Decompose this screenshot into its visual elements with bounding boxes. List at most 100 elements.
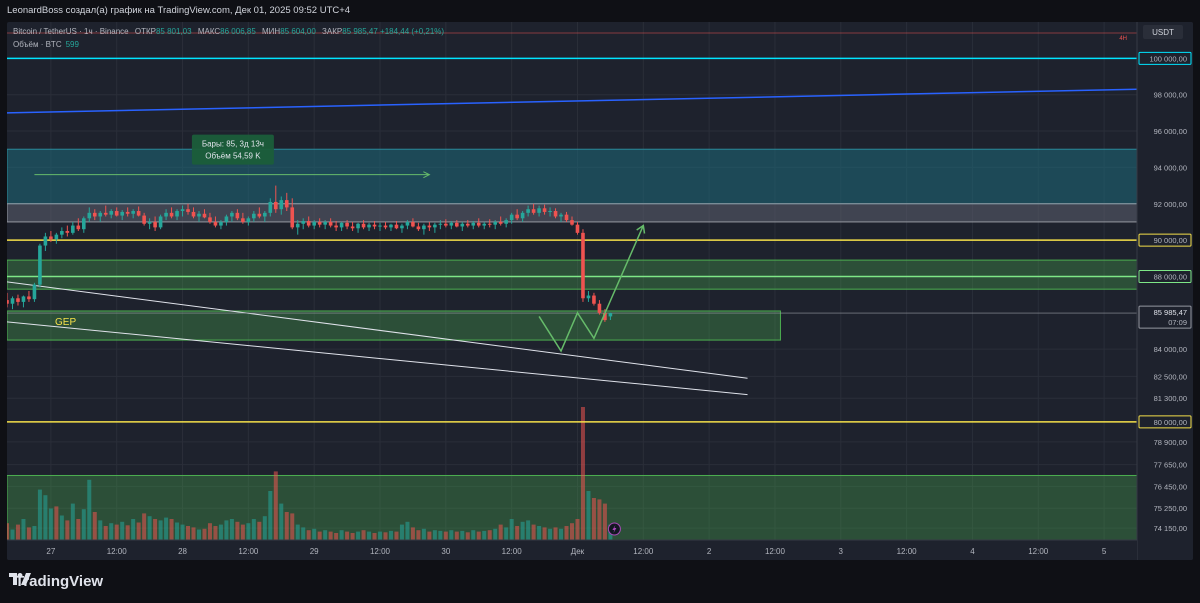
- price-tag-bg: [1138, 51, 1192, 65]
- currency-badge[interactable]: USDT: [1143, 25, 1183, 39]
- time-tick-label: 12:00: [765, 547, 786, 556]
- candle-body: [186, 209, 190, 212]
- candle-body: [175, 211, 179, 217]
- candle-body: [71, 225, 75, 233]
- price-tick-label: 76 450,00: [1154, 482, 1187, 491]
- volume-bar: [432, 530, 437, 540]
- brand-name: TradingView: [15, 573, 104, 590]
- price-chart[interactable]: GEP Бары: 85, 3д 13ч Объём 54,59 K 4H 100 00…: [7, 22, 1193, 560]
- volume-bar: [120, 521, 125, 540]
- price-axis[interactable]: [1137, 22, 1193, 560]
- candle-body: [476, 222, 481, 226]
- volume-bar: [10, 529, 15, 540]
- time-axis[interactable]: [7, 540, 1137, 560]
- candle-body: [114, 211, 119, 216]
- measure-arrowhead: [423, 171, 431, 179]
- trendline-white[interactable]: [7, 321, 748, 396]
- candle-body: [301, 221, 306, 224]
- candle-body: [581, 232, 585, 299]
- volume-bar: [350, 533, 355, 540]
- volume-bar: [26, 527, 31, 540]
- symbol-name[interactable]: Bitcoin / TetherUS · 1ч · Binance: [13, 27, 129, 36]
- volume-bar: [367, 531, 372, 540]
- volume-bar: [361, 530, 366, 540]
- volume-bar: [460, 530, 465, 540]
- volume-bar: [21, 519, 26, 540]
- candle-body: [290, 207, 295, 228]
- candle-body: [273, 201, 278, 210]
- current-price-value: 85 985,47: [1154, 308, 1187, 317]
- price-tick-label: 92 000,00: [1154, 200, 1187, 209]
- candle-body: [422, 225, 426, 230]
- candle-body: [542, 208, 547, 212]
- candle-body: [350, 226, 355, 229]
- zone-green[interactable]: [7, 259, 1138, 290]
- candle-body: [279, 200, 284, 210]
- close-label: ЗАКР: [322, 27, 343, 36]
- volume-bar: [526, 520, 531, 540]
- candle-body: [345, 222, 349, 227]
- open-label: ОТКР: [134, 27, 156, 36]
- time-tick-label: 3: [839, 547, 844, 556]
- candle-body: [92, 212, 97, 217]
- price-tick-label: 82 500,00: [1154, 372, 1187, 381]
- price-tick-label: 80 000,00: [1154, 418, 1187, 427]
- volume-bar: [531, 524, 536, 540]
- time-tick-label: 12:00: [370, 547, 391, 556]
- volume-bar: [169, 519, 174, 540]
- volume-bar: [383, 532, 388, 540]
- candle-body: [224, 216, 229, 222]
- candle-body: [252, 213, 256, 219]
- volume-bar: [290, 513, 295, 540]
- volume-bar: [602, 503, 607, 540]
- volume-bar: [438, 530, 443, 540]
- high-value: 86 006,85: [220, 27, 256, 36]
- candle-body: [10, 298, 15, 304]
- candle-body: [235, 212, 240, 219]
- lightning-icon-glyph: [612, 525, 617, 533]
- volume-bar: [180, 524, 185, 540]
- candle-body: [306, 221, 311, 226]
- time-tick-label: 5: [1102, 547, 1107, 556]
- candle-body: [136, 211, 141, 216]
- candle-body: [438, 223, 443, 225]
- measure-box: [191, 134, 274, 165]
- projection-path[interactable]: [538, 225, 644, 353]
- candle-body: [109, 211, 114, 215]
- trendline-white[interactable]: [7, 281, 748, 379]
- trendline-blue[interactable]: [7, 88, 1138, 114]
- volume-bar: [476, 531, 481, 540]
- price-tick-label: 96 000,00: [1154, 127, 1187, 136]
- volume-bar: [553, 527, 558, 540]
- zone-green[interactable]: [7, 310, 781, 341]
- volume-bar: [421, 528, 426, 540]
- candle-body: [241, 218, 245, 222]
- volume-bar: [493, 528, 498, 540]
- candle-body: [586, 295, 591, 299]
- volume-bar: [295, 524, 300, 540]
- volume-bar: [586, 491, 591, 540]
- candle-body: [383, 225, 388, 228]
- candle-body: [487, 223, 492, 225]
- top-caption: LeonardBoss создал(а) график на TradingV…: [7, 5, 351, 16]
- price-tag-bg: [1138, 415, 1192, 429]
- candle-body: [575, 224, 580, 233]
- volume-bar: [191, 527, 196, 540]
- volume-header: Объём · BTC 599: [13, 40, 79, 49]
- volume-bar: [98, 520, 103, 540]
- candle-body: [197, 213, 201, 217]
- candle-body: [504, 220, 508, 224]
- volume-label[interactable]: Объём · BTC: [13, 40, 62, 49]
- volume-bar: [92, 512, 97, 540]
- candle-body: [433, 224, 437, 228]
- candle-body: [32, 284, 37, 300]
- chart-area[interactable]: GEP Бары: 85, 3д 13ч Объём 54,59 K 4H 100 00…: [7, 22, 1193, 560]
- candle-body: [125, 211, 130, 214]
- zone-teal[interactable]: [7, 148, 1138, 205]
- volume-bar: [537, 526, 542, 540]
- candle-body: [526, 209, 530, 213]
- candle-body: [21, 296, 26, 302]
- volume-bar: [224, 520, 229, 540]
- candle-body: [564, 214, 569, 221]
- volume-bar: [410, 527, 415, 540]
